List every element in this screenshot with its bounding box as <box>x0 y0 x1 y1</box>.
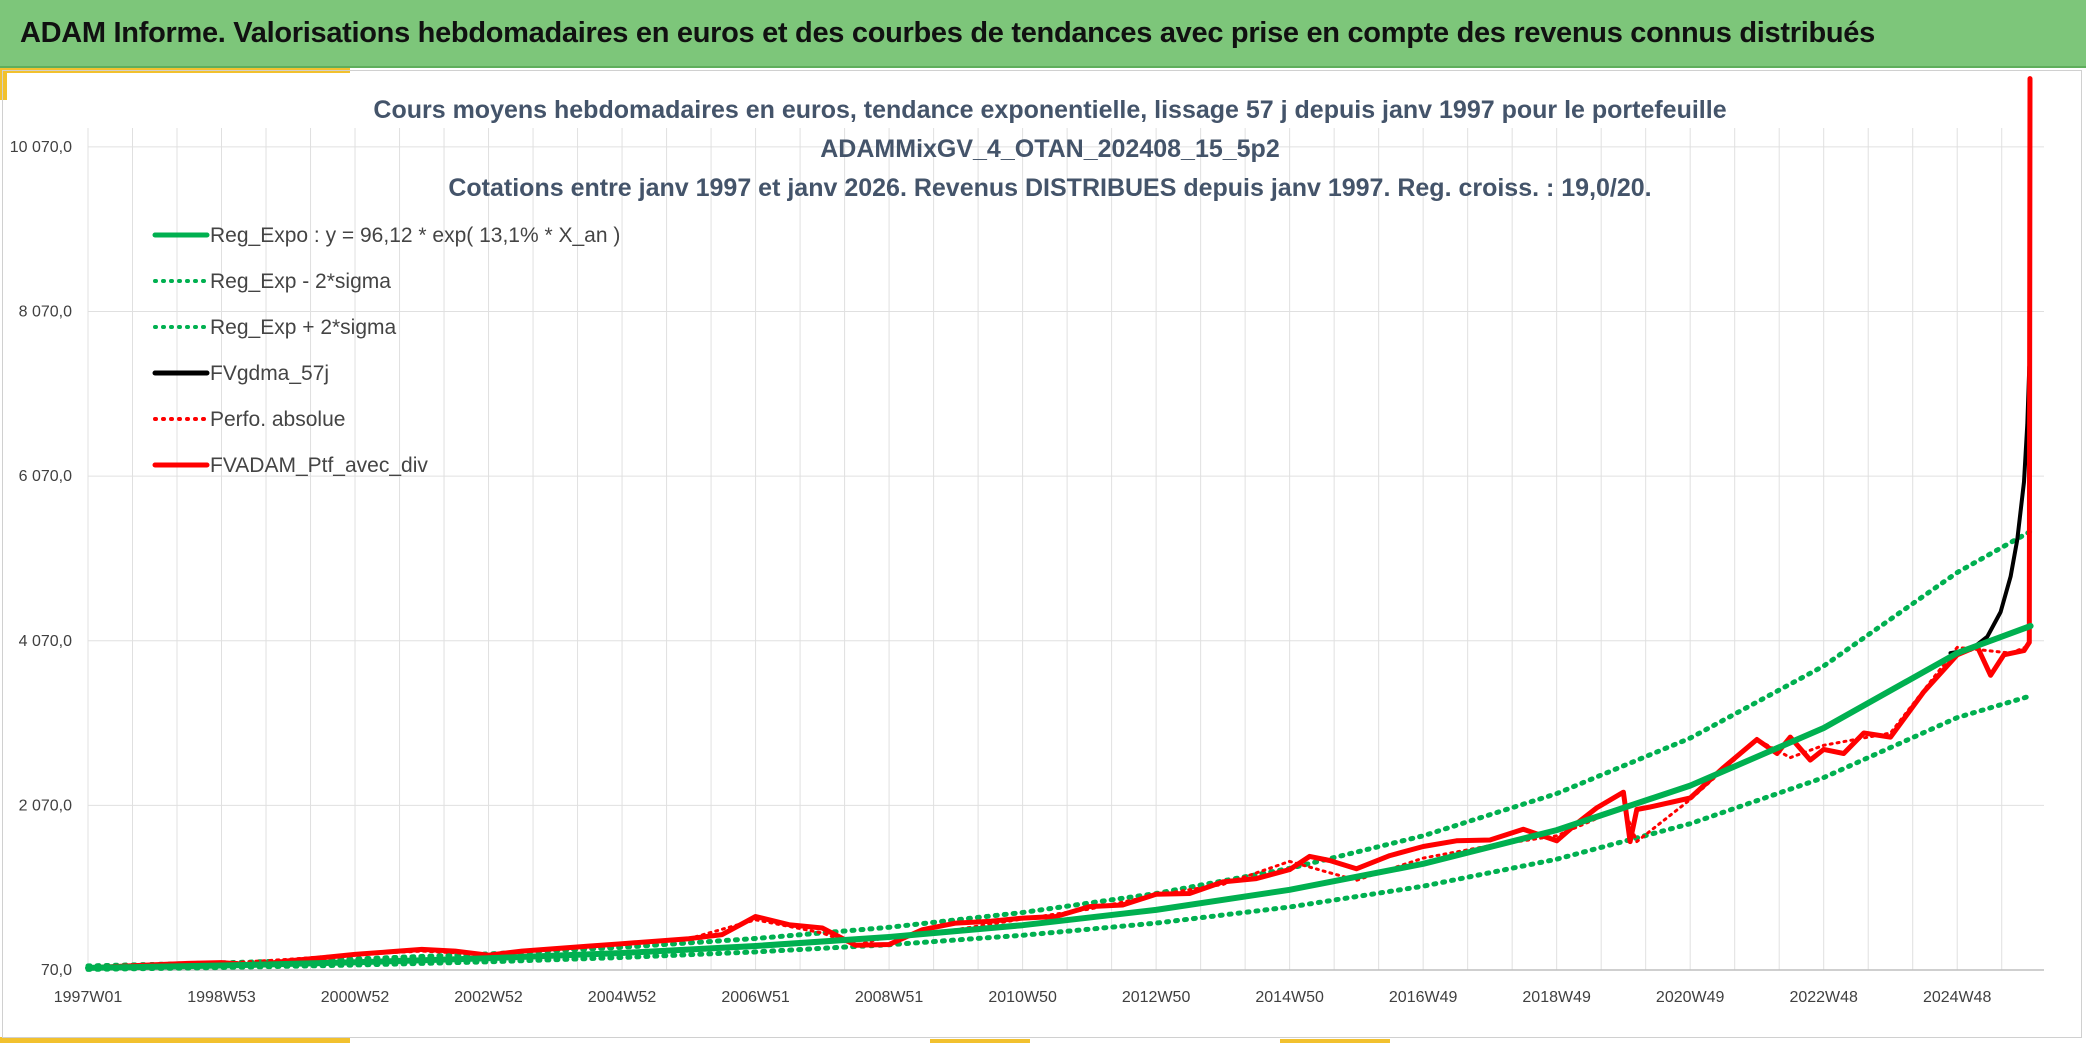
legend-label: FVgdma_57j <box>210 362 329 385</box>
y-tick-label: 6 070,0 <box>19 468 72 485</box>
x-tick-label: 1998W53 <box>187 989 256 1006</box>
legend: Reg_Expo : y = 96,12 * exp( 13,1% * X_an… <box>152 224 620 477</box>
chart-title: Cours moyens hebdomadaires en euros, ten… <box>373 96 1726 202</box>
x-tick-label: 1997W01 <box>54 989 123 1006</box>
x-tick-label: 2000W52 <box>321 989 390 1006</box>
x-tick-label: 2016W49 <box>1389 989 1458 1006</box>
series-line-fvadam-ptf-avec-div <box>85 76 2033 971</box>
y-tick-label: 10 070,0 <box>10 139 72 156</box>
y-tick-label: 2 070,0 <box>19 797 72 814</box>
x-tick-label: 2020W49 <box>1656 989 1725 1006</box>
y-tick-label: 4 070,0 <box>19 633 72 650</box>
header-banner: ADAM Informe. Valorisations hebdomadaire… <box>0 0 2086 68</box>
series-line-reg-exp-2-sigma <box>85 528 2034 969</box>
series-line-fvgdma-57j <box>1948 364 2032 656</box>
x-tick-label: 2012W50 <box>1122 989 1191 1006</box>
x-tick-label: 2014W50 <box>1255 989 1324 1006</box>
legend-label: Perfo. absolue <box>210 408 345 431</box>
series-line-reg-exp-2-sigma <box>85 693 2034 972</box>
chart-title-line-1: Cours moyens hebdomadaires en euros, ten… <box>373 96 1726 124</box>
series-line-reg-expo <box>85 623 2034 971</box>
accent-bar-bottom-right <box>1280 1039 1390 1043</box>
x-tick-label: 2008W51 <box>855 989 924 1006</box>
x-tick-label: 2002W52 <box>454 989 523 1006</box>
x-tick-label: 2004W52 <box>588 989 657 1006</box>
grid <box>87 128 2044 971</box>
axes: 70,0 2 070,0 4 070,0 6 070,0 8 070,0 10 070,0… <box>10 139 2044 1006</box>
accent-bar-left <box>0 68 7 100</box>
x-tick-label: 2010W50 <box>988 989 1057 1006</box>
legend-label: Reg_Expo : y = 96,12 * exp( 13,1% * X_an… <box>210 224 620 247</box>
legend-label: FVADAM_Ptf_avec_div <box>210 454 428 477</box>
legend-label: Reg_Exp + 2*sigma <box>210 316 397 339</box>
series <box>85 76 2034 972</box>
x-tick-label: 2022W48 <box>1789 989 1858 1006</box>
accent-bar-bottom-left <box>0 1037 350 1043</box>
y-tick-label: 8 070,0 <box>19 304 72 321</box>
legend-label: Reg_Exp - 2*sigma <box>210 270 391 293</box>
x-tick-label: 2024W48 <box>1923 989 1992 1006</box>
y-tick-label: 70,0 <box>41 962 72 979</box>
page-title: ADAM Informe. Valorisations hebdomadaire… <box>20 16 1875 49</box>
x-tick-label: 2018W49 <box>1522 989 1591 1006</box>
chart-title-line-3: Cotations entre janv 1997 et janv 2026. … <box>448 174 1651 202</box>
x-tick-label: 2006W51 <box>721 989 790 1006</box>
accent-bar-bottom-middle <box>930 1039 1030 1043</box>
chart-title-line-2: ADAMMixGV_4_OTAN_202408_15_5p2 <box>820 135 1280 163</box>
